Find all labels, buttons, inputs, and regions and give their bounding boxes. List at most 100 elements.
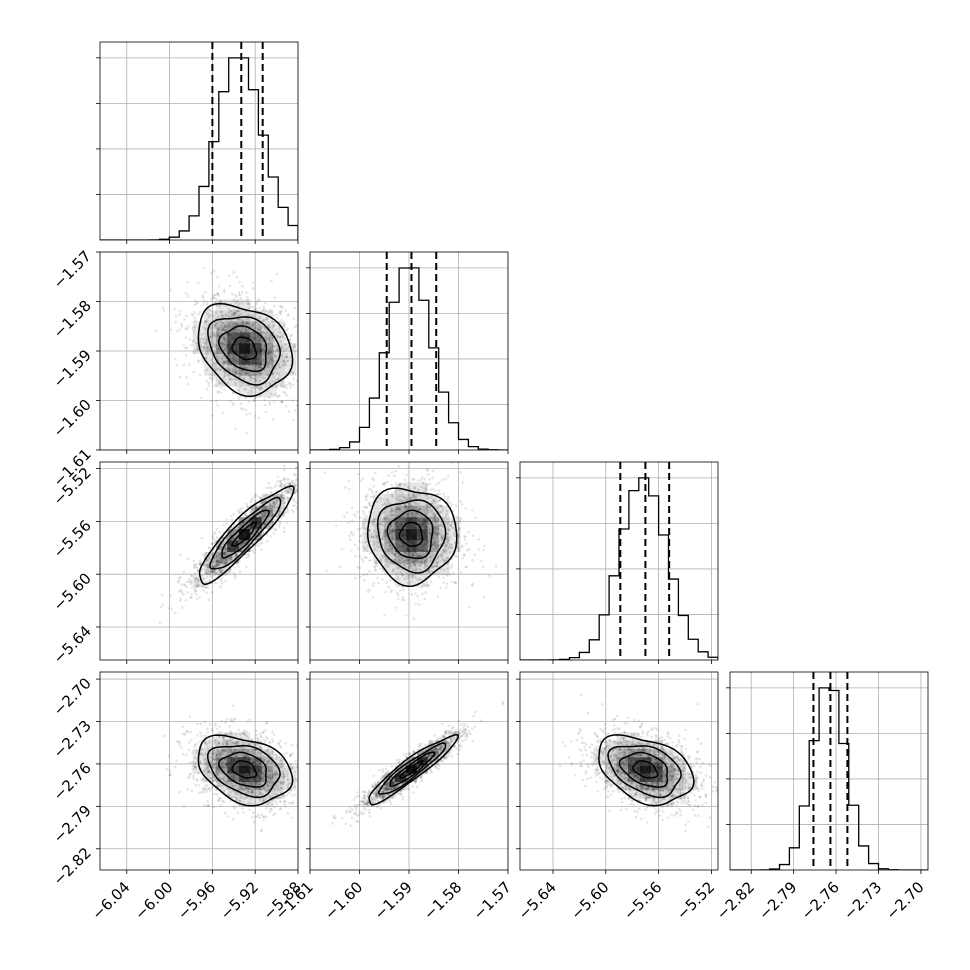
sample-point [179,599,182,602]
sample-point [272,400,276,403]
sample-point [195,582,199,586]
sample-point [195,593,198,596]
density-cell [227,375,239,387]
sample-point [267,341,271,345]
sample-point [412,617,416,620]
sample-point [263,500,267,503]
sample-point [240,371,244,375]
sample-point [213,758,217,761]
sample-point [447,528,451,532]
sample-point [202,589,206,593]
sample-point [215,756,218,759]
sample-point [272,331,275,335]
sample-point [278,335,282,339]
sample-point [220,579,223,582]
sample-point [238,799,242,803]
sample-point [303,473,306,476]
sample-point [244,329,248,333]
sample-point [214,557,217,561]
sample-point [224,359,228,363]
sample-point [445,537,448,541]
sample-point [447,521,450,525]
sample-point [279,521,283,525]
sample-point [440,536,444,540]
sample-point [238,372,241,375]
sample-point [273,505,276,509]
sample-point [278,479,282,483]
sample-point [432,564,436,567]
sample-point [196,568,199,572]
sample-point [433,514,436,517]
sample-point [247,555,250,559]
sample-point [292,317,296,320]
sample-point [392,527,395,531]
sample-point [430,555,433,558]
sample-point [267,338,271,341]
contour-line [366,487,458,588]
sample-point [286,508,289,511]
density-cell [227,310,239,322]
sample-point [267,336,271,340]
sample-point [304,482,307,485]
sample-point [234,371,238,375]
sample-point [221,562,225,566]
sample-point [283,363,286,367]
sample-point [210,553,214,556]
sample-point [202,266,206,270]
sample-point [205,379,209,383]
sample-point [299,352,302,355]
sample-point [414,602,418,606]
sample-point [371,518,375,521]
sample-point [205,568,209,572]
sample-point [179,588,183,592]
sample-point [214,369,217,372]
sample-point [438,524,442,527]
sample-point [231,536,235,540]
sample-point [293,504,297,508]
sample-point [201,745,204,749]
sample-point [401,595,405,599]
sample-point [362,579,366,582]
sample-point [251,323,254,326]
sample-point [242,377,245,380]
sample-point [227,534,231,537]
sample-point [253,762,256,766]
sample-point [407,565,410,568]
sample-point [285,478,289,481]
sample-point [356,527,360,531]
sample-point [259,736,263,739]
sample-point [431,565,434,568]
sample-point [389,543,392,547]
sample-point [420,562,424,565]
sample-point [444,545,448,549]
sample-point [461,545,464,549]
sample-point [266,783,270,787]
density-cell [227,299,239,311]
sample-point [211,758,215,762]
sample-point [265,806,268,810]
sample-point [268,507,272,510]
sample-point [196,565,199,569]
sample-point [169,593,173,597]
sample-point [264,410,268,414]
sample-point [269,504,273,507]
sample-point [230,292,234,296]
sample-point [298,457,301,460]
sample-point [406,513,409,516]
sample-point [242,318,245,322]
sample-point [268,402,272,406]
sample-point [223,374,226,378]
sample-point [231,370,235,374]
sample-point [436,545,440,548]
sample-point [428,477,431,481]
y-tick-label: −5.60 [50,569,95,614]
density-cell [406,575,417,587]
density-cell [204,332,216,344]
sample-point [390,547,394,551]
sample-point [257,787,261,791]
sample-point [209,308,212,312]
sample-point [387,551,391,555]
sample-point [280,383,283,386]
sample-point [223,811,227,815]
sample-point [261,357,265,361]
